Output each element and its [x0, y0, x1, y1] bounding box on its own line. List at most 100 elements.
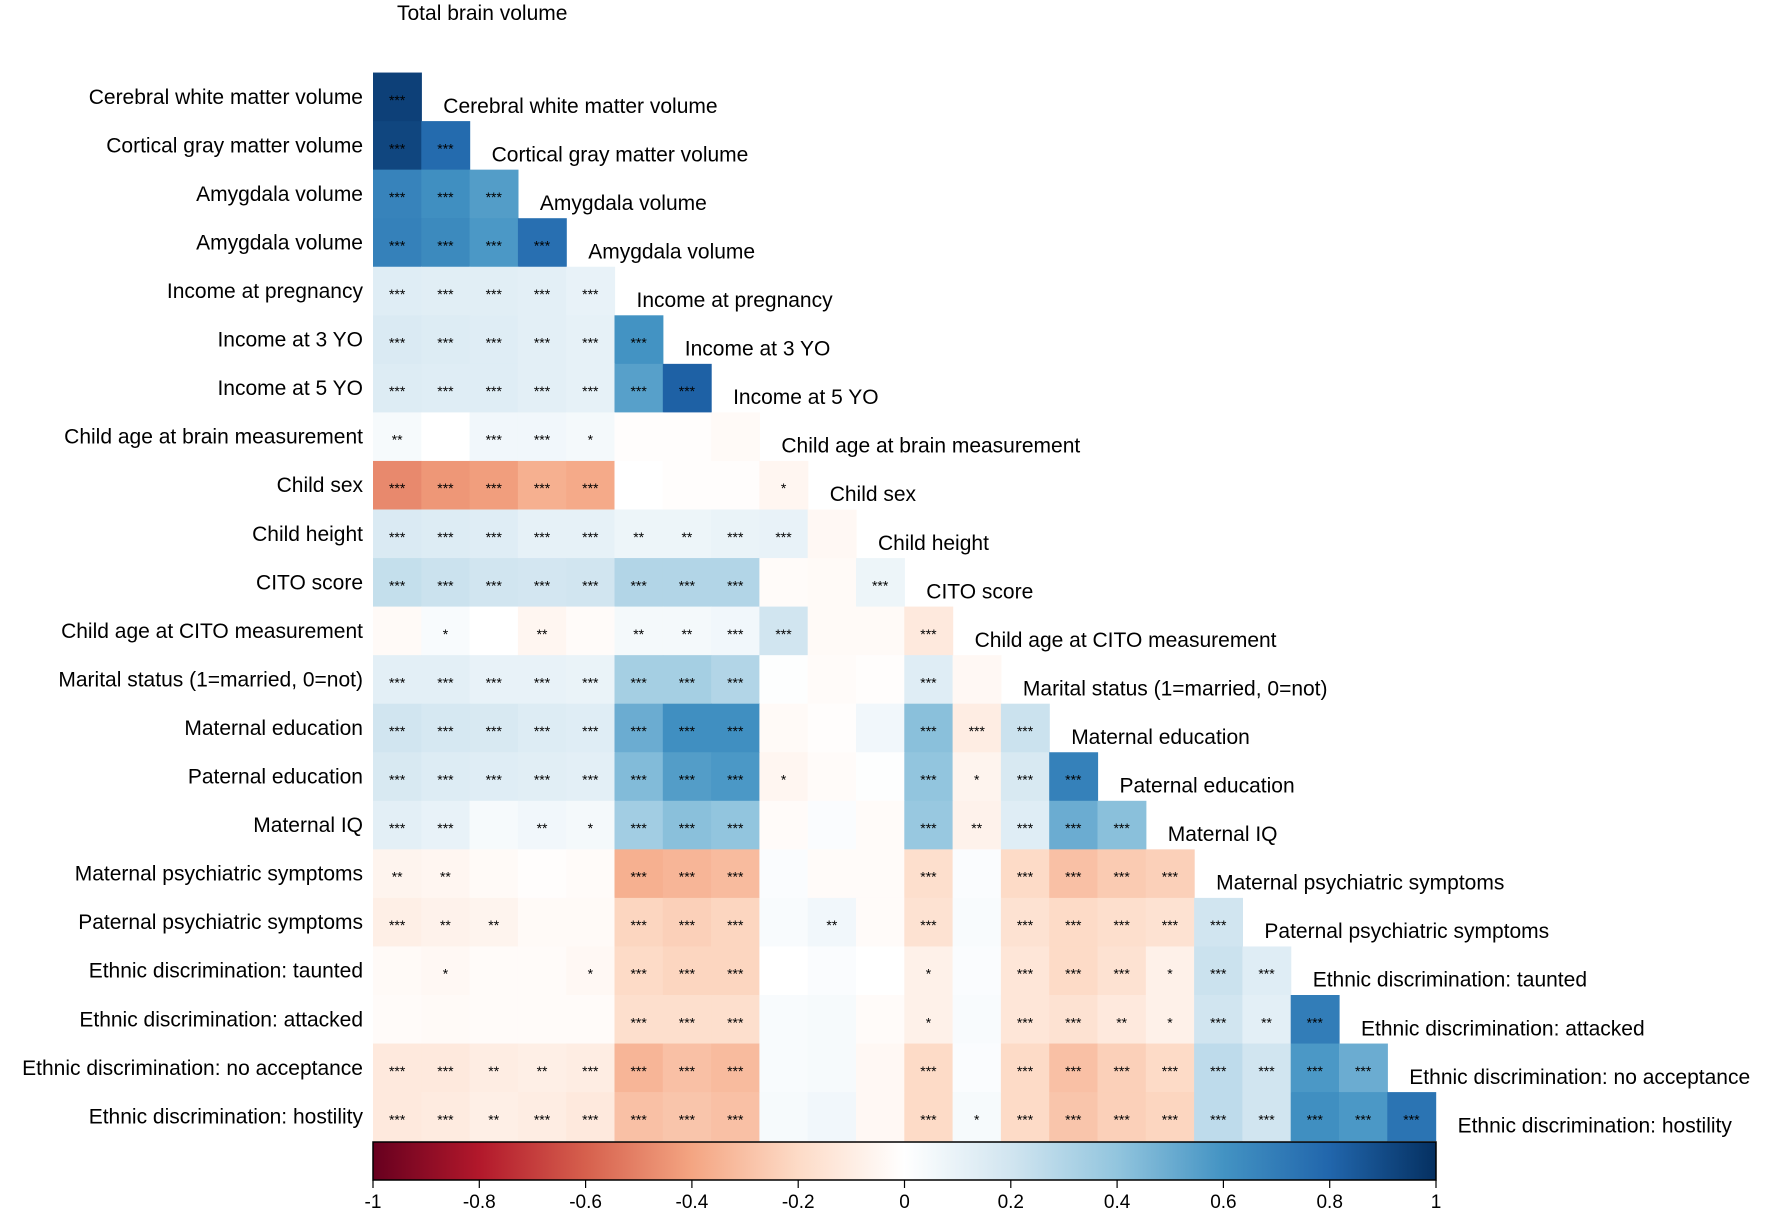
heatmap-cell	[1145, 849, 1195, 899]
diagonal-label: Amygdala volume	[588, 240, 755, 263]
significance-label: ***	[630, 1111, 647, 1127]
significance-label: **	[633, 626, 644, 642]
heatmap-cell	[807, 655, 857, 705]
significance-label: ***	[1065, 966, 1082, 982]
row-label: Child height	[252, 523, 363, 546]
significance-label: ***	[486, 674, 503, 690]
significance-label: *	[588, 432, 594, 448]
heatmap-cell	[421, 363, 471, 413]
significance-label: **	[537, 626, 548, 642]
heatmap-cell	[566, 800, 616, 850]
heatmap-cell	[469, 315, 519, 365]
significance-label: ***	[486, 577, 503, 593]
heatmap-cell	[614, 558, 664, 608]
heatmap-cell	[904, 1092, 954, 1142]
heatmap-cell	[662, 509, 712, 559]
heatmap-cell	[807, 1043, 857, 1093]
heatmap-cell	[373, 1043, 422, 1093]
row-label: Maternal psychiatric symptoms	[75, 863, 363, 886]
significance-label: ***	[582, 335, 599, 351]
heatmap-cell	[373, 849, 422, 899]
heatmap-cell	[421, 606, 471, 656]
heatmap-cell	[469, 412, 519, 462]
significance-label: ***	[1210, 917, 1227, 933]
heatmap-cell	[373, 315, 422, 365]
heatmap-cell	[1194, 1092, 1243, 1142]
heatmap-cell	[517, 315, 567, 365]
colorbar-tick-label: 0.2	[998, 1192, 1024, 1213]
significance-label: ***	[534, 286, 551, 302]
significance-label: ***	[775, 529, 792, 545]
significance-label: ***	[582, 577, 599, 593]
significance-label: ***	[727, 529, 744, 545]
significance-label: ***	[1065, 820, 1082, 836]
significance-label: ***	[727, 723, 744, 739]
diagonal-label: Ethnic discrimination: hostility	[1458, 1114, 1733, 1137]
significance-label: ***	[1355, 1111, 1372, 1127]
row-label: Ethnic discrimination: attacked	[79, 1008, 363, 1031]
significance-label: ***	[534, 674, 551, 690]
colorbar-tick-label: -0.2	[782, 1192, 815, 1213]
heatmap-cell	[373, 558, 422, 608]
heatmap-cell	[759, 849, 809, 899]
significance-label: *	[781, 772, 787, 788]
significance-label: **	[392, 432, 403, 448]
heatmap-cell	[856, 558, 905, 608]
heatmap-cell	[566, 995, 616, 1045]
heatmap-cell	[1097, 849, 1147, 899]
heatmap-cell	[421, 315, 471, 365]
diagonal-label: Child height	[878, 532, 989, 555]
significance-label: ***	[437, 674, 454, 690]
heatmap-cell	[1290, 1092, 1340, 1142]
heatmap-cell	[711, 412, 760, 462]
heatmap-cell	[807, 995, 857, 1045]
row-labels: Cerebral white matter volume Cortical gra…	[22, 86, 363, 1129]
significance-label: ***	[486, 383, 503, 399]
significance-label: ***	[486, 189, 503, 205]
heatmap-cell	[952, 703, 1002, 753]
heatmap-cell	[904, 606, 954, 656]
heatmap-cell	[566, 946, 616, 996]
significance-label: ***	[727, 1111, 744, 1127]
significance-label: ***	[727, 626, 744, 642]
significance-label: ***	[582, 480, 599, 496]
significance-label: ***	[437, 529, 454, 545]
significance-label: ***	[920, 674, 937, 690]
heatmap-cell	[1290, 1043, 1340, 1093]
heatmap-cell	[856, 655, 905, 705]
significance-label: ***	[486, 723, 503, 739]
heatmap-cell	[662, 655, 712, 705]
significance-label: ***	[630, 772, 647, 788]
significance-label: ***	[630, 1063, 647, 1079]
significance-label: ***	[727, 1063, 744, 1079]
significance-label: ***	[1017, 966, 1034, 982]
significance-label: ***	[1113, 966, 1130, 982]
heatmap-cell	[373, 995, 422, 1045]
heatmap-cell	[662, 703, 712, 753]
significance-label: ***	[534, 432, 551, 448]
heatmap-cell	[1145, 946, 1195, 996]
significance-label: ***	[437, 723, 454, 739]
heatmap-cell	[1097, 800, 1147, 850]
colorbar-gradient	[372, 1141, 1437, 1181]
significance-label: **	[537, 820, 548, 836]
significance-label: *	[926, 966, 932, 982]
significance-label: ***	[389, 577, 406, 593]
heatmap-cell	[952, 752, 1002, 802]
significance-label: ***	[437, 1063, 454, 1079]
heatmap-cell	[614, 363, 664, 413]
colorbar-tick-label: -0.4	[676, 1192, 709, 1213]
heatmap-cell	[566, 655, 616, 705]
significance-label: ***	[1162, 869, 1179, 885]
colorbar-tick-label: -1	[365, 1192, 382, 1213]
heatmap-cell	[1049, 800, 1099, 850]
significance-label: ***	[582, 723, 599, 739]
significance-label: ***	[1210, 1111, 1227, 1127]
heatmap-cell	[904, 995, 954, 1045]
significance-label: ***	[727, 674, 744, 690]
significance-label: ***	[1017, 917, 1034, 933]
row-label: Cortical gray matter volume	[106, 134, 363, 157]
heatmap-cell	[421, 169, 471, 219]
significance-label: *	[588, 966, 594, 982]
diagonal-label: Maternal psychiatric symptoms	[1216, 872, 1504, 895]
